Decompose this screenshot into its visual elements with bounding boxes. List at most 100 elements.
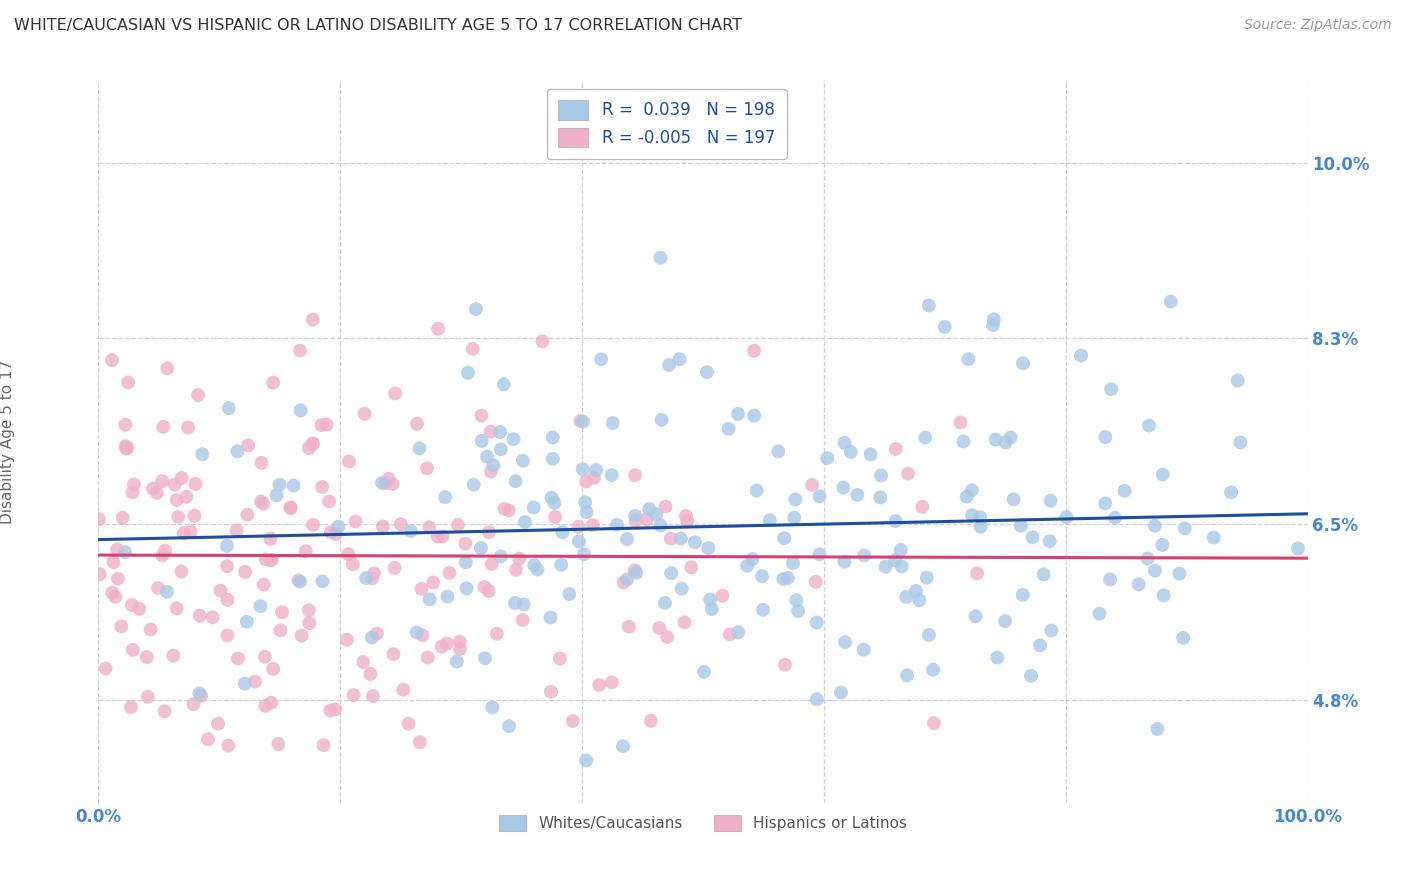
Point <box>363 566 385 581</box>
Point <box>474 651 496 665</box>
Point <box>512 598 534 612</box>
Point <box>105 542 128 557</box>
Point <box>561 714 583 728</box>
Point <box>806 692 828 706</box>
Point <box>806 615 828 630</box>
Point <box>170 565 193 579</box>
Point <box>523 500 546 515</box>
Point <box>742 409 765 423</box>
Point <box>319 704 342 718</box>
Point <box>318 494 340 508</box>
Point <box>259 532 281 546</box>
Point <box>207 716 229 731</box>
Point <box>1054 510 1077 524</box>
Point <box>839 445 862 459</box>
Point <box>676 514 699 528</box>
Point <box>852 642 875 657</box>
Point <box>288 574 311 589</box>
Point <box>408 442 430 456</box>
Point <box>1137 418 1160 433</box>
Point <box>291 629 314 643</box>
Point <box>270 624 292 638</box>
Point <box>548 651 571 665</box>
Point <box>250 494 273 508</box>
Point <box>773 657 796 672</box>
Point <box>884 514 907 528</box>
Point <box>475 450 498 464</box>
Point <box>969 519 991 533</box>
Point <box>683 535 706 549</box>
Point <box>426 529 449 543</box>
Point <box>103 555 125 569</box>
Point <box>287 574 309 588</box>
Point <box>479 425 502 439</box>
Point <box>541 430 564 444</box>
Point <box>952 434 974 449</box>
Point <box>512 613 534 627</box>
Point <box>104 590 127 604</box>
Point <box>669 532 692 546</box>
Point <box>217 739 239 753</box>
Point <box>498 719 520 733</box>
Point <box>416 650 439 665</box>
Point <box>540 491 562 505</box>
Point <box>654 500 676 514</box>
Point <box>352 655 374 669</box>
Point <box>834 635 856 649</box>
Point <box>236 508 259 522</box>
Text: WHITE/CAUCASIAN VS HISPANIC OR LATINO DISABILITY AGE 5 TO 17 CORRELATION CHART: WHITE/CAUCASIAN VS HISPANIC OR LATINO DI… <box>14 18 742 33</box>
Point <box>253 649 276 664</box>
Point <box>651 413 673 427</box>
Point <box>658 358 681 372</box>
Point <box>675 508 697 523</box>
Point <box>915 571 938 585</box>
Point <box>209 583 232 598</box>
Point <box>673 615 696 630</box>
Point <box>575 505 598 519</box>
Point <box>280 501 302 516</box>
Point <box>890 559 912 574</box>
Point <box>416 461 439 475</box>
Point <box>249 599 271 613</box>
Point <box>568 534 591 549</box>
Point <box>745 483 768 498</box>
Point <box>956 490 979 504</box>
Point <box>1160 294 1182 309</box>
Point <box>1226 374 1249 388</box>
Point <box>922 716 945 731</box>
Point <box>783 510 806 524</box>
Point <box>718 627 741 641</box>
Point <box>859 447 882 461</box>
Point <box>494 501 516 516</box>
Point <box>1153 589 1175 603</box>
Point <box>505 474 527 488</box>
Point <box>218 401 240 415</box>
Point <box>613 575 636 590</box>
Point <box>479 465 502 479</box>
Point <box>986 650 1008 665</box>
Point <box>482 458 505 473</box>
Point <box>427 322 450 336</box>
Point <box>481 700 503 714</box>
Point <box>846 488 869 502</box>
Point <box>166 493 188 508</box>
Point <box>184 477 207 491</box>
Point <box>696 365 718 379</box>
Point <box>834 555 856 569</box>
Point <box>456 582 478 596</box>
Point <box>146 486 169 500</box>
Point <box>163 477 186 491</box>
Point <box>650 251 672 265</box>
Point <box>949 416 972 430</box>
Point <box>752 603 775 617</box>
Point <box>645 508 668 522</box>
Point <box>742 343 765 358</box>
Point <box>588 678 610 692</box>
Point <box>801 478 824 492</box>
Point <box>575 754 598 768</box>
Point <box>114 417 136 432</box>
Point <box>217 592 239 607</box>
Point <box>808 548 831 562</box>
Point <box>606 517 628 532</box>
Point <box>572 415 595 429</box>
